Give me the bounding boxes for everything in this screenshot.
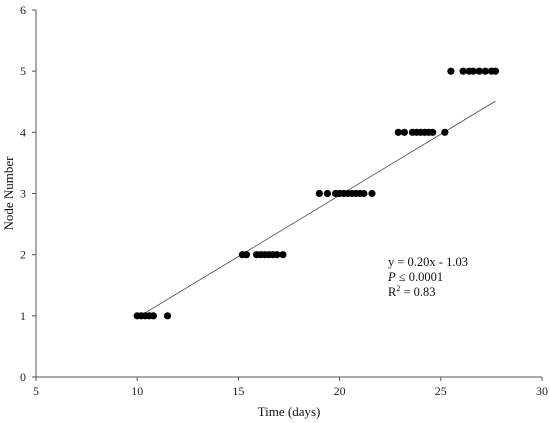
data-point [149,312,157,320]
data-point [429,128,437,136]
y-ticks: 0 1 2 3 4 5 6 [20,3,36,384]
r-squared-text: R2 = 0.83 [388,284,436,299]
x-ticks: 5 10 15 20 25 30 [33,377,548,398]
y-tick-label: 4 [20,125,26,139]
data-point [368,189,376,198]
r2-value: = 0.83 [400,285,435,299]
data-point [279,251,287,259]
y-tick-label: 2 [20,248,26,262]
data-point [242,251,251,259]
data-point [323,189,332,198]
y-tick-label: 1 [20,309,26,323]
y-tick-label: 0 [20,370,26,384]
r2-prefix: R [388,285,397,299]
data-point [447,67,455,75]
data-point [273,251,281,259]
x-tick-label: 5 [33,384,39,398]
data-point [459,67,467,75]
x-tick-label: 30 [536,384,548,398]
data-point [400,128,408,136]
y-tick-label: 3 [20,187,26,201]
data-point [481,67,489,75]
data-point [163,312,172,320]
p-value: ≤ 0.0001 [396,270,444,284]
regression-equation: y = 0.20x - 1.03 [388,255,468,269]
p-symbol: P [387,270,396,284]
x-axis-label: Time (days) [258,404,321,419]
x-tick-label: 20 [334,384,346,398]
x-tick-label: 25 [435,384,447,398]
y-tick-label: 5 [20,64,26,78]
data-point [315,189,323,198]
data-point [491,67,500,75]
regression-annotation: y = 0.20x - 1.03 P ≤ 0.0001 R2 = 0.83 [387,255,468,299]
data-point [475,67,483,75]
x-tick-label: 15 [232,384,244,398]
x-tick-label: 10 [131,384,143,398]
data-point [469,67,477,75]
r2-superscript: 2 [396,284,400,293]
data-point [441,128,449,136]
p-value-text: P ≤ 0.0001 [387,270,443,284]
y-tick-label: 6 [20,3,26,17]
y-axis-label: Node Number [1,156,16,231]
trendline [136,100,496,319]
data-points [133,67,500,320]
data-point [360,189,368,198]
data-point [394,128,402,136]
